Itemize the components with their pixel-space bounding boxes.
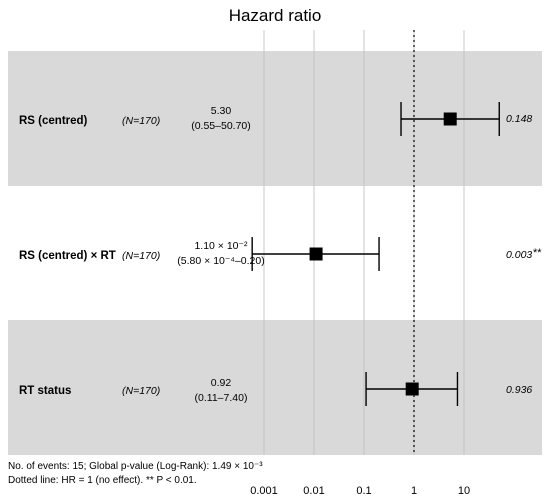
row-2-significance: **	[533, 247, 542, 259]
x-tick-1: 0.001	[250, 485, 278, 497]
row-3-pvalue: 0.936	[506, 384, 533, 396]
x-tick-2: 0.01	[303, 485, 324, 497]
x-tick-5: 10	[458, 485, 470, 497]
row-1-variable: RS (centred)	[19, 115, 88, 127]
row-1-hr: 5.30	[210, 105, 232, 117]
row-2-hr-point	[309, 247, 323, 261]
row-3-ci: (0.11–7.40)	[194, 392, 248, 404]
row-2-variable: RS (centred) × RT	[19, 250, 116, 262]
row-2-n: (N=170)	[122, 250, 161, 262]
row-2-pvalue: 0.003	[506, 249, 533, 261]
row-1-ci: (0.55–50.70)	[191, 120, 251, 132]
row-3-n: (N=170)	[122, 385, 161, 397]
row-3-hr: 0.92	[210, 377, 232, 389]
row-2-ci: (5.80 × 10⁻⁴–0.20)	[177, 255, 265, 267]
row-3-variable: RT status	[19, 385, 72, 397]
row-2-hr: 1.10 × 10⁻²	[194, 240, 248, 252]
chart-title: Hazard ratio	[228, 6, 322, 25]
row-3-band	[8, 320, 542, 455]
row-1-hr-point	[443, 112, 457, 126]
x-tick-3: 0.1	[356, 485, 371, 497]
footnote-legend: Dotted line: HR = 1 (no effect). ** P < …	[8, 475, 197, 486]
x-tick-4: 1	[411, 485, 417, 497]
row-1-n: (N=170)	[122, 115, 161, 127]
row-1-pvalue: 0.148	[506, 113, 533, 125]
footnote-events: No. of events: 15; Global p-value (Log-R…	[8, 461, 263, 472]
row-3-hr-point	[405, 382, 419, 396]
